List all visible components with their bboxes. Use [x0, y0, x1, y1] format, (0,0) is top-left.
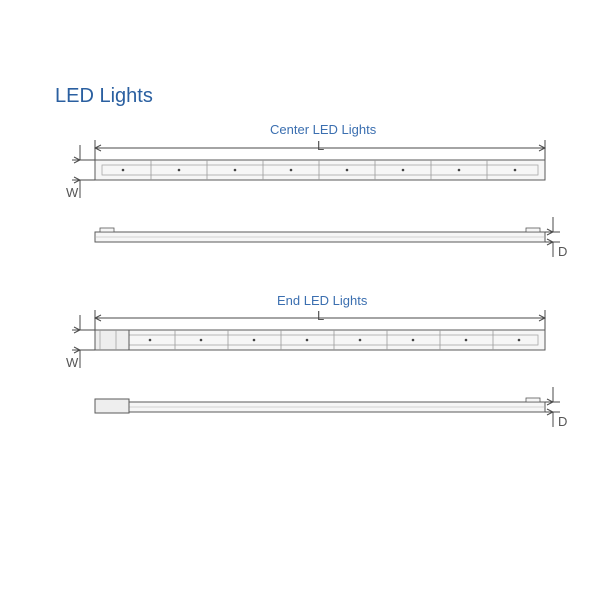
technical-drawing-svg	[0, 0, 600, 600]
center-top-view	[95, 160, 545, 180]
end-top-view	[95, 330, 545, 350]
diagram-canvas: LED Lights Center LED Lights End LED Lig…	[0, 0, 600, 600]
center-side-view	[95, 228, 545, 242]
end-side-view	[95, 398, 545, 413]
